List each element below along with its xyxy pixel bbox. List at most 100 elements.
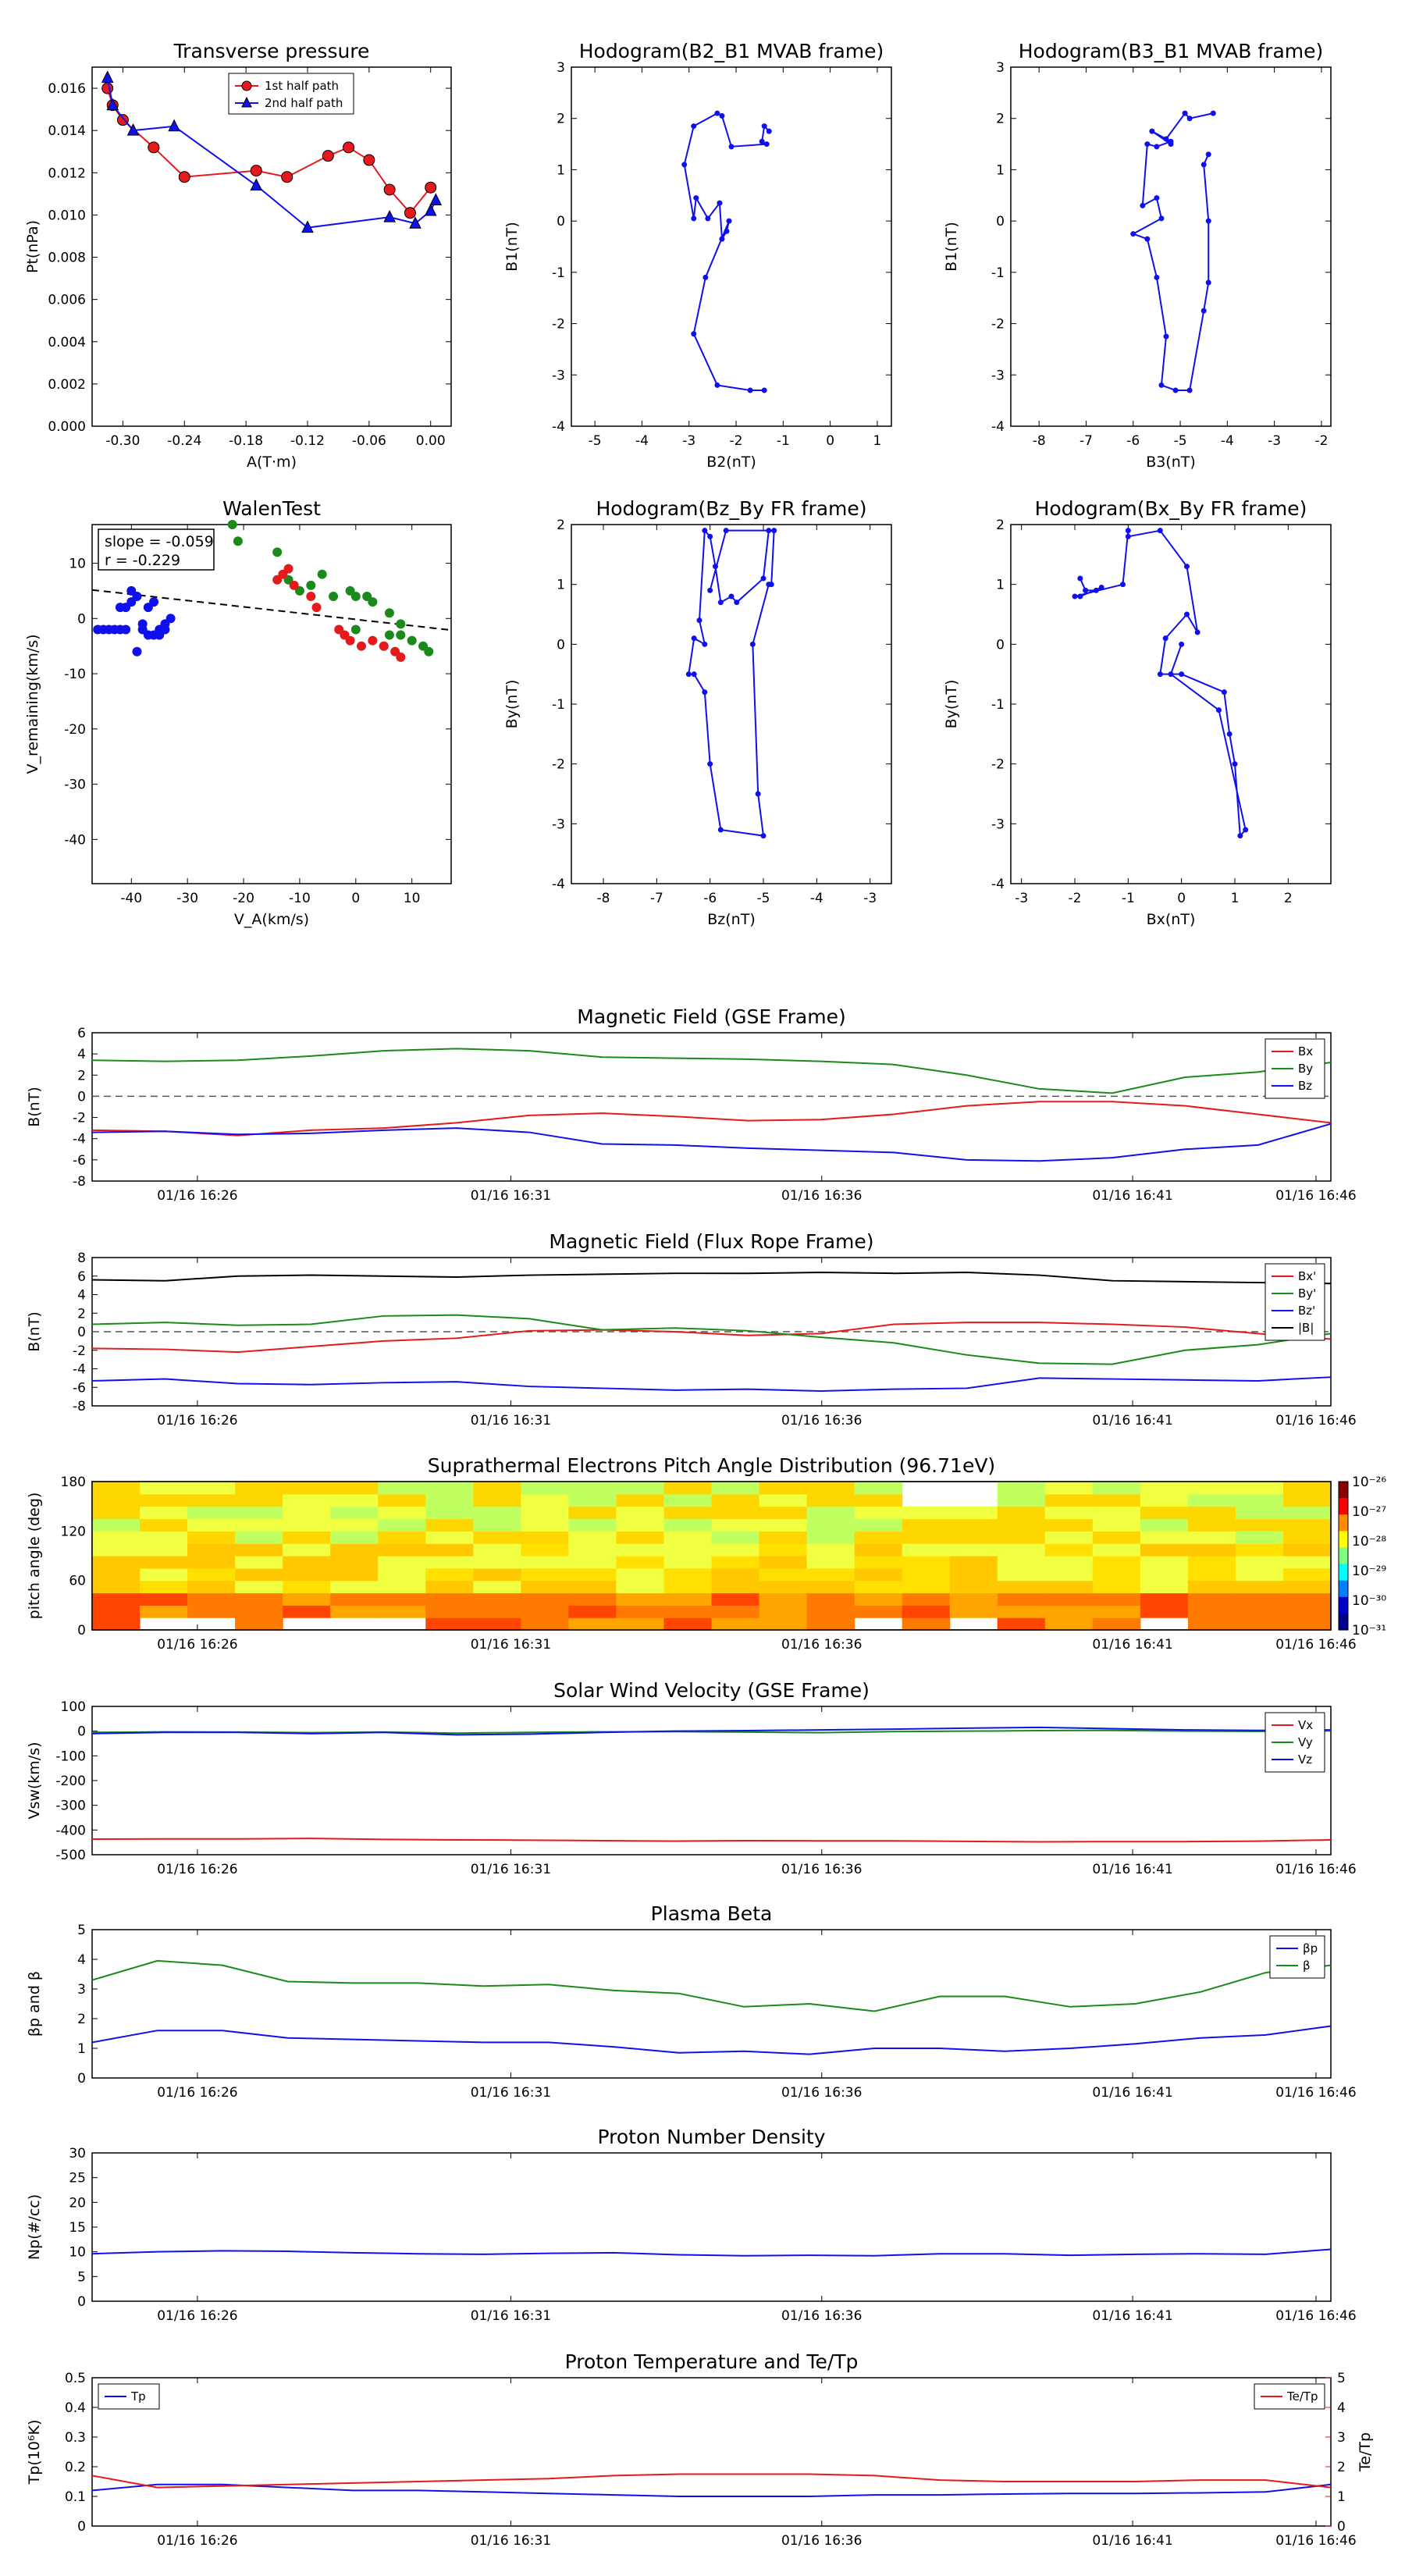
series-line-Vy	[91, 1729, 1332, 1735]
heatmap-cell	[283, 1567, 331, 1582]
heatmap-cell	[711, 1556, 760, 1569]
heatmap-cell	[663, 1531, 713, 1544]
heatmap-cell	[1044, 1556, 1094, 1569]
data-point	[1186, 116, 1193, 122]
heatmap-cell	[1235, 1506, 1284, 1520]
heatmap-cell	[997, 1580, 1046, 1594]
data-point	[227, 520, 237, 529]
data-point	[702, 274, 709, 280]
plot-frame	[571, 524, 892, 884]
heatmap-cell	[425, 1567, 474, 1582]
heatmap-cell	[949, 1605, 998, 1618]
legend-label: Bz	[1298, 1079, 1312, 1093]
data-point	[696, 617, 702, 624]
chart-title: Proton Number Density	[598, 2126, 826, 2148]
heatmap-cell	[187, 1531, 236, 1544]
x-tick-label: -2	[1069, 891, 1082, 906]
x-axis-label: Bz(nT)	[707, 911, 755, 928]
heatmap-cell	[425, 1493, 474, 1507]
x-tick-label: -0.18	[229, 433, 263, 449]
chart-title: WalenTest	[222, 497, 321, 520]
y-tick-label: 0.008	[48, 251, 86, 266]
heatmap-cell	[330, 1556, 379, 1569]
y-tick-label: 2	[77, 2012, 86, 2027]
x-tick-label: 2	[1284, 891, 1293, 906]
series-line-Bz'	[91, 1376, 1332, 1393]
chart-title: Transverse pressure	[173, 40, 370, 62]
heatmap-cell	[663, 1506, 713, 1520]
y-tick-label: 0	[77, 2071, 86, 2087]
x-tick-label: -0.30	[105, 433, 140, 449]
data-point	[714, 382, 720, 388]
x-tick-label: 01/16 16:41	[1092, 1413, 1172, 1429]
x-tick-label: -20	[233, 891, 254, 906]
legend-label: |B|	[1298, 1321, 1314, 1335]
y-tick-label: 8	[77, 1251, 86, 1266]
legend-label: 2nd half path	[265, 96, 343, 110]
heatmap-cell	[235, 1493, 283, 1507]
series-line-Bx'	[91, 1322, 1332, 1354]
legend-label: Bx	[1298, 1044, 1313, 1059]
y-tick-label: -10	[64, 667, 86, 682]
heatmap-cell	[521, 1617, 569, 1631]
heatmap-cell	[1187, 1506, 1236, 1520]
heatmap-cell	[616, 1617, 665, 1631]
y-tick-label: 4	[77, 1952, 86, 1968]
x-tick-label: 0.00	[416, 433, 446, 449]
heatmap-cell	[997, 1543, 1046, 1557]
data-point	[702, 641, 708, 647]
data-point	[322, 150, 334, 162]
annotation-slope: slope = -0.059	[105, 533, 214, 550]
heatmap-cell	[92, 1482, 140, 1495]
y-tick-label: -6	[73, 1380, 86, 1396]
heatmap-cell	[711, 1592, 760, 1606]
heatmap-cell	[949, 1518, 998, 1532]
data-point	[1205, 279, 1211, 286]
data-point	[1205, 218, 1211, 224]
heatmap-cell	[902, 1556, 951, 1569]
x-tick-label: -7	[1080, 433, 1093, 449]
y-tick-label: 1	[996, 162, 1005, 178]
x-tick-label: 01/16 16:31	[471, 1862, 551, 1877]
heatmap-cell	[1235, 1543, 1284, 1557]
heatmap-cell	[1235, 1567, 1284, 1582]
x-tick-label: 10	[404, 891, 421, 906]
y-tick-label: 10	[69, 557, 86, 572]
data-point	[1144, 141, 1151, 148]
heatmap-cell	[283, 1592, 331, 1606]
heatmap-cell	[1092, 1493, 1141, 1507]
x-tick-label: 01/16 16:26	[157, 1188, 237, 1204]
x-tick-label: 01/16 16:36	[781, 1188, 862, 1204]
colorbar-segment	[1339, 1498, 1348, 1515]
heatmap-cell	[1092, 1543, 1141, 1557]
heatmap-cell	[1235, 1617, 1284, 1631]
heatmap-cell	[806, 1580, 855, 1594]
heatmap-cell	[473, 1543, 521, 1557]
heatmap-cell	[1282, 1605, 1332, 1618]
x-tick-label: 01/16 16:31	[471, 1188, 551, 1204]
y-axis-label: βp and β	[26, 1971, 43, 2037]
series-line-Bz	[91, 1123, 1332, 1162]
colorbar-tick-label: 10⁻³¹	[1352, 1623, 1386, 1638]
heatmap-cell	[1140, 1592, 1189, 1606]
heatmap-cell	[92, 1592, 140, 1606]
heatmap-cell	[1282, 1518, 1332, 1532]
heatmap-cell	[235, 1580, 283, 1594]
data-point	[1077, 593, 1083, 600]
heatmap-cell	[330, 1493, 379, 1507]
x-tick-label: -0.12	[290, 433, 325, 449]
data-point	[693, 195, 699, 201]
heatmap-cell	[235, 1556, 283, 1569]
x-tick-label: -6	[1126, 433, 1140, 449]
heatmap-cell	[1282, 1482, 1332, 1495]
data-point	[396, 630, 406, 640]
data-point	[409, 216, 422, 229]
y-tick-label: 0	[77, 1089, 86, 1105]
heatmap-cell	[1140, 1556, 1189, 1569]
plot-frame	[91, 1032, 1332, 1182]
data-point	[1154, 144, 1160, 150]
data-point	[1120, 582, 1126, 588]
heatmap-cell	[616, 1580, 665, 1594]
heatmap-cell	[425, 1617, 474, 1631]
